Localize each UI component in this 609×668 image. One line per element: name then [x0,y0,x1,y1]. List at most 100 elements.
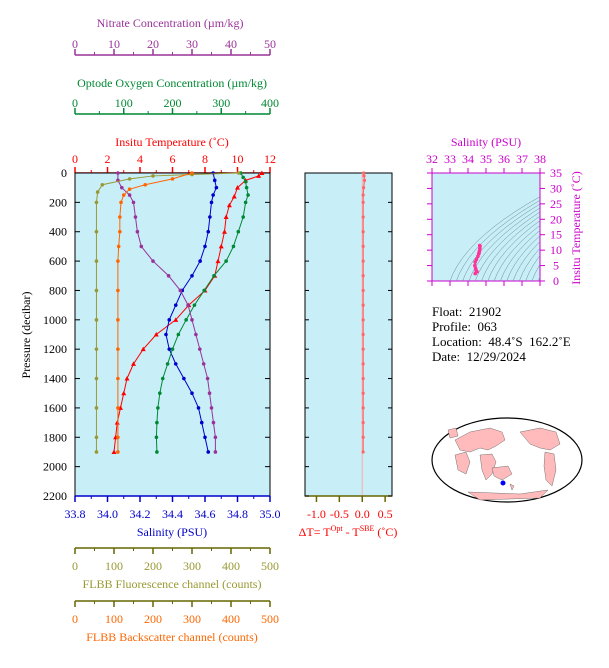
fluorescence-point [95,289,99,293]
fluorescence-tick-label: 100 [105,559,123,573]
salinity-point [167,318,171,322]
oxygen-point [155,450,159,454]
nitrate-point [179,289,183,293]
delta-point [362,421,365,424]
salinity-point [206,450,210,454]
backscatter-tick-label: 0 [72,612,78,626]
pressure-tick-label: 2000 [43,460,67,474]
nitrate-tick-label: 50 [264,37,276,51]
oxygen-point [241,215,245,219]
nitrate-point [134,215,138,219]
delta-point [362,201,365,204]
pressure-tick-label: 0 [61,166,67,180]
oxygen-point [155,421,159,425]
temperature-tick-label: 12 [264,152,276,166]
delta-tick-label: -0.5 [330,507,349,521]
nitrate-point [210,406,214,410]
pressure-tick-label: 1600 [43,401,67,415]
salinity-point [200,421,204,425]
pressure-axis-label: Pressure (decibar) [19,292,33,379]
oxygen-point [244,180,248,184]
salinity-point [210,201,214,205]
oxygen-point [161,377,165,381]
delta-point [362,362,365,365]
temperature-tick-label: 0 [72,152,78,166]
nitrate-point [190,318,194,322]
fluorescence-point [95,377,99,381]
temperature-axis-label: Insitu Temperature (˚C) [115,135,229,149]
delta-point [362,450,365,453]
salinity-tick-label: 34.8 [227,507,248,521]
backscatter-point [171,177,175,181]
delta-point [362,304,365,307]
delta-point [362,193,365,196]
fluorescence-point [96,190,100,194]
backscatter-point [190,171,194,175]
oxygen-point [246,193,250,197]
date: Date: 12/29/2024 [432,349,571,364]
delta-point [362,259,365,262]
nitrate-point [140,245,144,249]
nitrate-point [214,435,218,439]
oxygen-point [224,259,228,263]
oxygen-point [193,303,197,307]
oxygen-point [155,435,159,439]
backscatter-point [116,259,120,263]
temperature-tick-label: 6 [170,152,176,166]
salinity-point [211,193,215,197]
backscatter-point [116,377,120,381]
oxygen-tick-label: 0 [72,96,78,110]
delta-point [363,179,366,182]
fluorescence-point [237,171,241,175]
oxygen-tick-label: 400 [261,96,279,110]
oxygen-point [158,391,162,395]
salinity-tick-label: 34.4 [162,507,183,521]
nitrate-point [198,347,202,351]
ts-ytick-label: 15 [550,228,562,242]
delta-point [362,274,365,277]
temperature-tick-label: 10 [232,152,244,166]
nitrate-tick-label: 40 [225,37,237,51]
oxygen-point [237,230,241,234]
location: Location: 48.4˚S 162.2˚E [432,334,571,349]
backscatter-tick-label: 100 [105,612,123,626]
fluorescence-axis-label: FLBB Fluorescence channel (counts) [83,577,262,591]
delta-point [362,318,365,321]
delta-point [362,289,365,292]
backscatter-tick-label: 200 [144,612,162,626]
fluorescence-point [95,347,99,351]
salinity-point [215,186,219,190]
nitrate-tick-label: 30 [186,37,198,51]
backscatter-point [143,183,147,187]
profile-number: Profile: 063 [432,319,571,334]
nitrate-point [128,193,132,197]
salinity-tick-label: 34.6 [195,507,216,521]
fluorescence-tick-label: 500 [261,559,279,573]
backscatter-tick-label: 400 [222,612,240,626]
backscatter-point [116,450,120,454]
backscatter-point [116,318,120,322]
fluorescence-point [95,230,99,234]
fluorescence-point [95,450,99,454]
delta-point [362,377,365,380]
fluorescence-point [95,318,99,322]
oxygen-point [245,186,249,190]
nitrate-point [116,171,120,175]
temperature-tick-label: 4 [137,152,143,166]
oxygen-point [241,176,245,180]
nitrate-point [151,259,155,263]
fluorescence-tick-label: 400 [222,559,240,573]
oxygen-axis-label: Optode Oxygen Concentration (µm/kg) [77,76,267,90]
pressure-tick-label: 600 [49,254,67,268]
backscatter-tick-label: 300 [183,612,201,626]
oxygen-point [166,362,170,366]
oxygen-point [171,347,175,351]
fluorescence-point [151,174,155,178]
ts-ytick-label: 20 [550,212,562,226]
delta-tick-label: 0.0 [355,507,370,521]
